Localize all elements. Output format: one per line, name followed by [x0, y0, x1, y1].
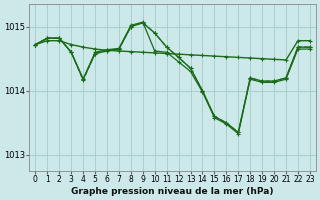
X-axis label: Graphe pression niveau de la mer (hPa): Graphe pression niveau de la mer (hPa)	[71, 187, 274, 196]
